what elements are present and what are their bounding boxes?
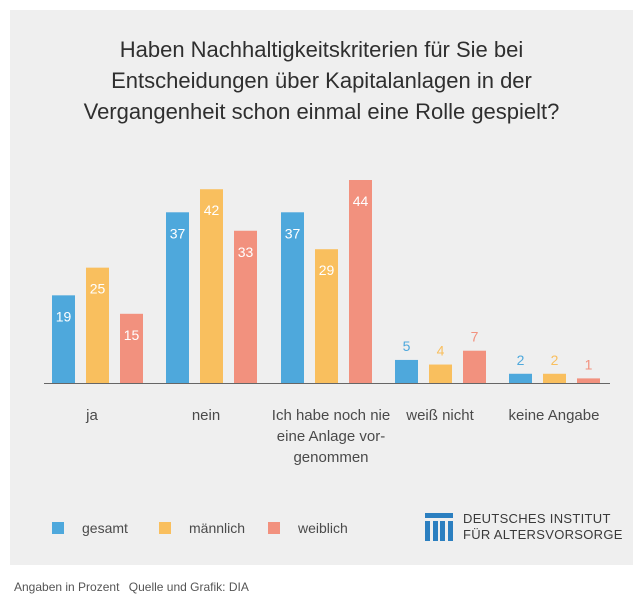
category-label-line: Ich habe noch nie (271, 407, 391, 424)
legend-item-maennlich: männlich (159, 520, 245, 536)
category-label-line: nein (191, 407, 221, 424)
data-label-gesamt-4: 2 (517, 352, 525, 368)
category-label-line: eine Anlage vor- (276, 428, 386, 445)
data-label-maennlich-2: 29 (319, 262, 335, 278)
logo-line-2: FÜR ALTERSVORSORGE (463, 527, 623, 542)
data-label-gesamt-1: 37 (170, 225, 186, 241)
title-line-1: Haben Nachhaltigkeitskriterien für Sie b… (119, 37, 524, 62)
category-label-weiss-nicht: weiß nicht (375, 405, 505, 426)
data-label-gesamt-3: 5 (403, 338, 411, 354)
footer: Angaben in Prozent Quelle und Grafik: DI… (14, 580, 255, 594)
data-label-weiblich-4: 1 (585, 356, 593, 372)
title-line-3: Vergangenheit schon einmal eine Rolle ge… (83, 99, 560, 124)
bar-gesamt-3 (395, 359, 418, 383)
category-label-line: weiß nicht (406, 407, 474, 424)
dia-logo-text: DEUTSCHES INSTITUT FÜR ALTERSVORSORGE (463, 511, 623, 543)
bar-weiblich-4 (577, 378, 600, 383)
data-label-weiblich-2: 44 (353, 193, 369, 209)
bar-maennlich-4 (543, 373, 566, 383)
bar-gesamt-0 (52, 295, 75, 383)
legend-label-gesamt: gesamt (82, 520, 128, 536)
legend-swatch-weiblich (268, 522, 280, 534)
bar-weiblich-0 (120, 313, 143, 383)
footer-units: Angaben in Prozent (14, 580, 120, 594)
legend-swatch-gesamt (52, 522, 64, 534)
legend-item-weiblich: weiblich (268, 520, 348, 536)
category-label-line: keine Angabe (508, 407, 600, 424)
category-label-keine-anlage: Ich habe noch nie eine Anlage vor- genom… (261, 405, 401, 468)
bar-weiblich-2 (349, 180, 372, 383)
category-label-ja: ja (27, 405, 157, 426)
data-label-gesamt-0: 19 (56, 308, 72, 324)
bar-gesamt-4 (509, 373, 532, 383)
bar-maennlich-0 (86, 267, 109, 383)
bar-gesamt-2 (281, 212, 304, 383)
data-label-weiblich-0: 15 (124, 327, 140, 343)
bar-gesamt-1 (166, 212, 189, 383)
legend-item-gesamt: gesamt (52, 520, 128, 536)
data-label-weiblich-3: 7 (471, 329, 479, 345)
dia-logo-icon (425, 513, 453, 541)
bar-weiblich-1 (234, 230, 257, 383)
category-label-keine-angabe: keine Angabe (489, 405, 619, 426)
dia-logo: DEUTSCHES INSTITUT FÜR ALTERSVORSORGE (425, 511, 623, 543)
chart-title: Haben Nachhaltigkeitskriterien für Sie b… (0, 34, 643, 127)
bar-maennlich-3 (429, 364, 452, 383)
data-label-weiblich-1: 33 (238, 244, 254, 260)
legend-label-maennlich: männlich (189, 520, 246, 536)
bar-weiblich-3 (463, 350, 486, 383)
category-label-line: genommen (293, 449, 369, 466)
legend-label-weiblich: weiblich (298, 520, 348, 536)
category-label-nein: nein (141, 405, 271, 426)
data-label-maennlich-3: 4 (437, 343, 445, 359)
logo-line-1: DEUTSCHES INSTITUT (463, 511, 611, 526)
footer-source: Quelle und Grafik: DIA (128, 580, 249, 594)
data-label-gesamt-2: 37 (285, 225, 301, 241)
data-label-maennlich-0: 25 (90, 281, 106, 297)
bar-maennlich-1 (200, 189, 223, 383)
bar-maennlich-2 (315, 249, 338, 383)
data-label-maennlich-4: 2 (551, 352, 559, 368)
data-label-maennlich-1: 42 (204, 202, 220, 218)
legend-swatch-maennlich (159, 522, 171, 534)
title-line-2: Entscheidungen über Kapitalanlagen in de… (111, 68, 532, 93)
category-label-line: ja (86, 407, 98, 424)
